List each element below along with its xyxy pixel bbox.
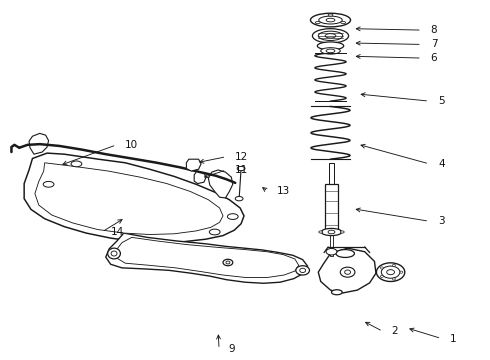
Ellipse shape <box>380 267 383 269</box>
Ellipse shape <box>376 263 405 282</box>
Ellipse shape <box>111 251 117 256</box>
Ellipse shape <box>400 271 403 273</box>
Ellipse shape <box>331 290 342 295</box>
Ellipse shape <box>43 181 54 187</box>
Text: 13: 13 <box>277 186 290 197</box>
Ellipse shape <box>326 49 335 53</box>
Ellipse shape <box>321 48 340 54</box>
Ellipse shape <box>235 197 243 201</box>
FancyBboxPatch shape <box>330 235 333 256</box>
Ellipse shape <box>313 29 348 43</box>
Ellipse shape <box>311 13 350 27</box>
Ellipse shape <box>71 161 82 167</box>
Ellipse shape <box>340 267 355 277</box>
Polygon shape <box>318 248 376 293</box>
Ellipse shape <box>328 14 333 16</box>
Text: 11: 11 <box>235 165 248 175</box>
Polygon shape <box>186 159 201 171</box>
Text: 8: 8 <box>431 25 437 35</box>
Ellipse shape <box>326 18 335 22</box>
Ellipse shape <box>316 22 320 24</box>
Ellipse shape <box>336 249 354 257</box>
Text: 5: 5 <box>438 96 444 106</box>
FancyBboxPatch shape <box>329 163 334 184</box>
Ellipse shape <box>381 266 400 278</box>
Ellipse shape <box>328 230 335 234</box>
Ellipse shape <box>227 214 238 220</box>
Polygon shape <box>106 233 308 283</box>
Polygon shape <box>116 237 299 278</box>
Ellipse shape <box>321 228 342 235</box>
Polygon shape <box>35 163 223 234</box>
Ellipse shape <box>318 31 343 41</box>
Polygon shape <box>29 134 49 154</box>
Polygon shape <box>24 153 244 243</box>
Ellipse shape <box>325 34 336 38</box>
Ellipse shape <box>296 266 310 275</box>
Ellipse shape <box>319 231 323 233</box>
Text: 14: 14 <box>111 227 124 237</box>
Ellipse shape <box>318 42 343 50</box>
Text: 2: 2 <box>392 326 398 336</box>
Ellipse shape <box>319 16 342 24</box>
Ellipse shape <box>340 231 344 233</box>
Ellipse shape <box>387 270 394 275</box>
Ellipse shape <box>344 270 350 274</box>
Text: 7: 7 <box>431 40 437 49</box>
Ellipse shape <box>380 275 383 278</box>
Ellipse shape <box>392 278 395 280</box>
Ellipse shape <box>209 229 220 235</box>
Ellipse shape <box>223 259 233 266</box>
Text: 9: 9 <box>228 344 235 354</box>
FancyBboxPatch shape <box>325 184 338 232</box>
Text: 4: 4 <box>438 159 444 169</box>
Text: 3: 3 <box>438 216 444 226</box>
Ellipse shape <box>300 268 306 273</box>
Ellipse shape <box>237 166 245 171</box>
Polygon shape <box>208 170 233 198</box>
Text: 12: 12 <box>235 152 248 162</box>
Text: 6: 6 <box>431 53 437 63</box>
Ellipse shape <box>108 248 121 259</box>
Ellipse shape <box>341 22 345 24</box>
Ellipse shape <box>326 248 337 255</box>
Text: 1: 1 <box>450 333 457 343</box>
Ellipse shape <box>392 264 395 266</box>
Text: 10: 10 <box>125 140 138 150</box>
Ellipse shape <box>226 261 230 264</box>
